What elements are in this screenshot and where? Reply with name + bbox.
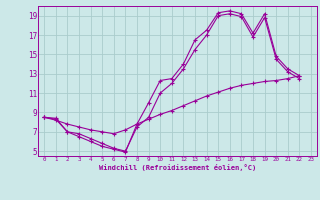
- X-axis label: Windchill (Refroidissement éolien,°C): Windchill (Refroidissement éolien,°C): [99, 164, 256, 171]
